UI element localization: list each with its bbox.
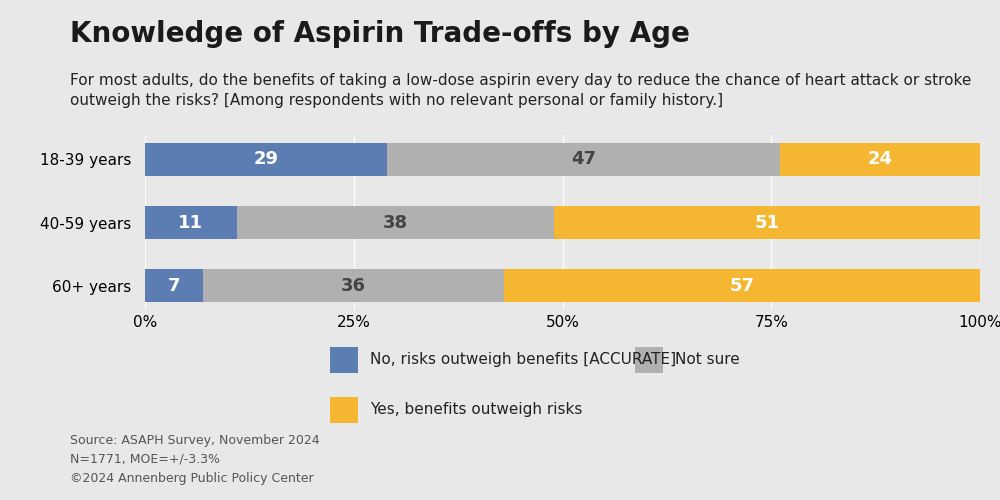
Bar [203,269,504,302]
Text: 36: 36 [341,276,366,294]
Text: Knowledge of Aspirin Trade-offs by Age: Knowledge of Aspirin Trade-offs by Age [70,20,690,48]
Bar [504,269,980,302]
Text: Yes, benefits outweigh risks: Yes, benefits outweigh risks [370,402,582,417]
Text: No, risks outweigh benefits [ACCURATE]: No, risks outweigh benefits [ACCURATE] [370,352,676,367]
Bar [145,143,387,176]
Bar [780,143,980,176]
Text: 24: 24 [867,150,892,168]
Bar [237,206,554,239]
Bar [145,206,237,239]
Text: 11: 11 [178,214,203,232]
Bar [387,143,780,176]
Bar [554,206,980,239]
Text: 57: 57 [730,276,755,294]
Text: 38: 38 [383,214,408,232]
Text: 29: 29 [254,150,279,168]
Text: 47: 47 [571,150,596,168]
Text: For most adults, do the benefits of taking a low-dose aspirin every day to reduc: For most adults, do the benefits of taki… [70,72,971,108]
Text: Not sure: Not sure [675,352,740,367]
Text: Source: ASAPH Survey, November 2024
N=1771, MOE=+/-3.3%
©2024 Annenberg Public P: Source: ASAPH Survey, November 2024 N=17… [70,434,320,485]
Text: 51: 51 [755,214,780,232]
Bar [145,269,203,302]
Text: 7: 7 [168,276,180,294]
